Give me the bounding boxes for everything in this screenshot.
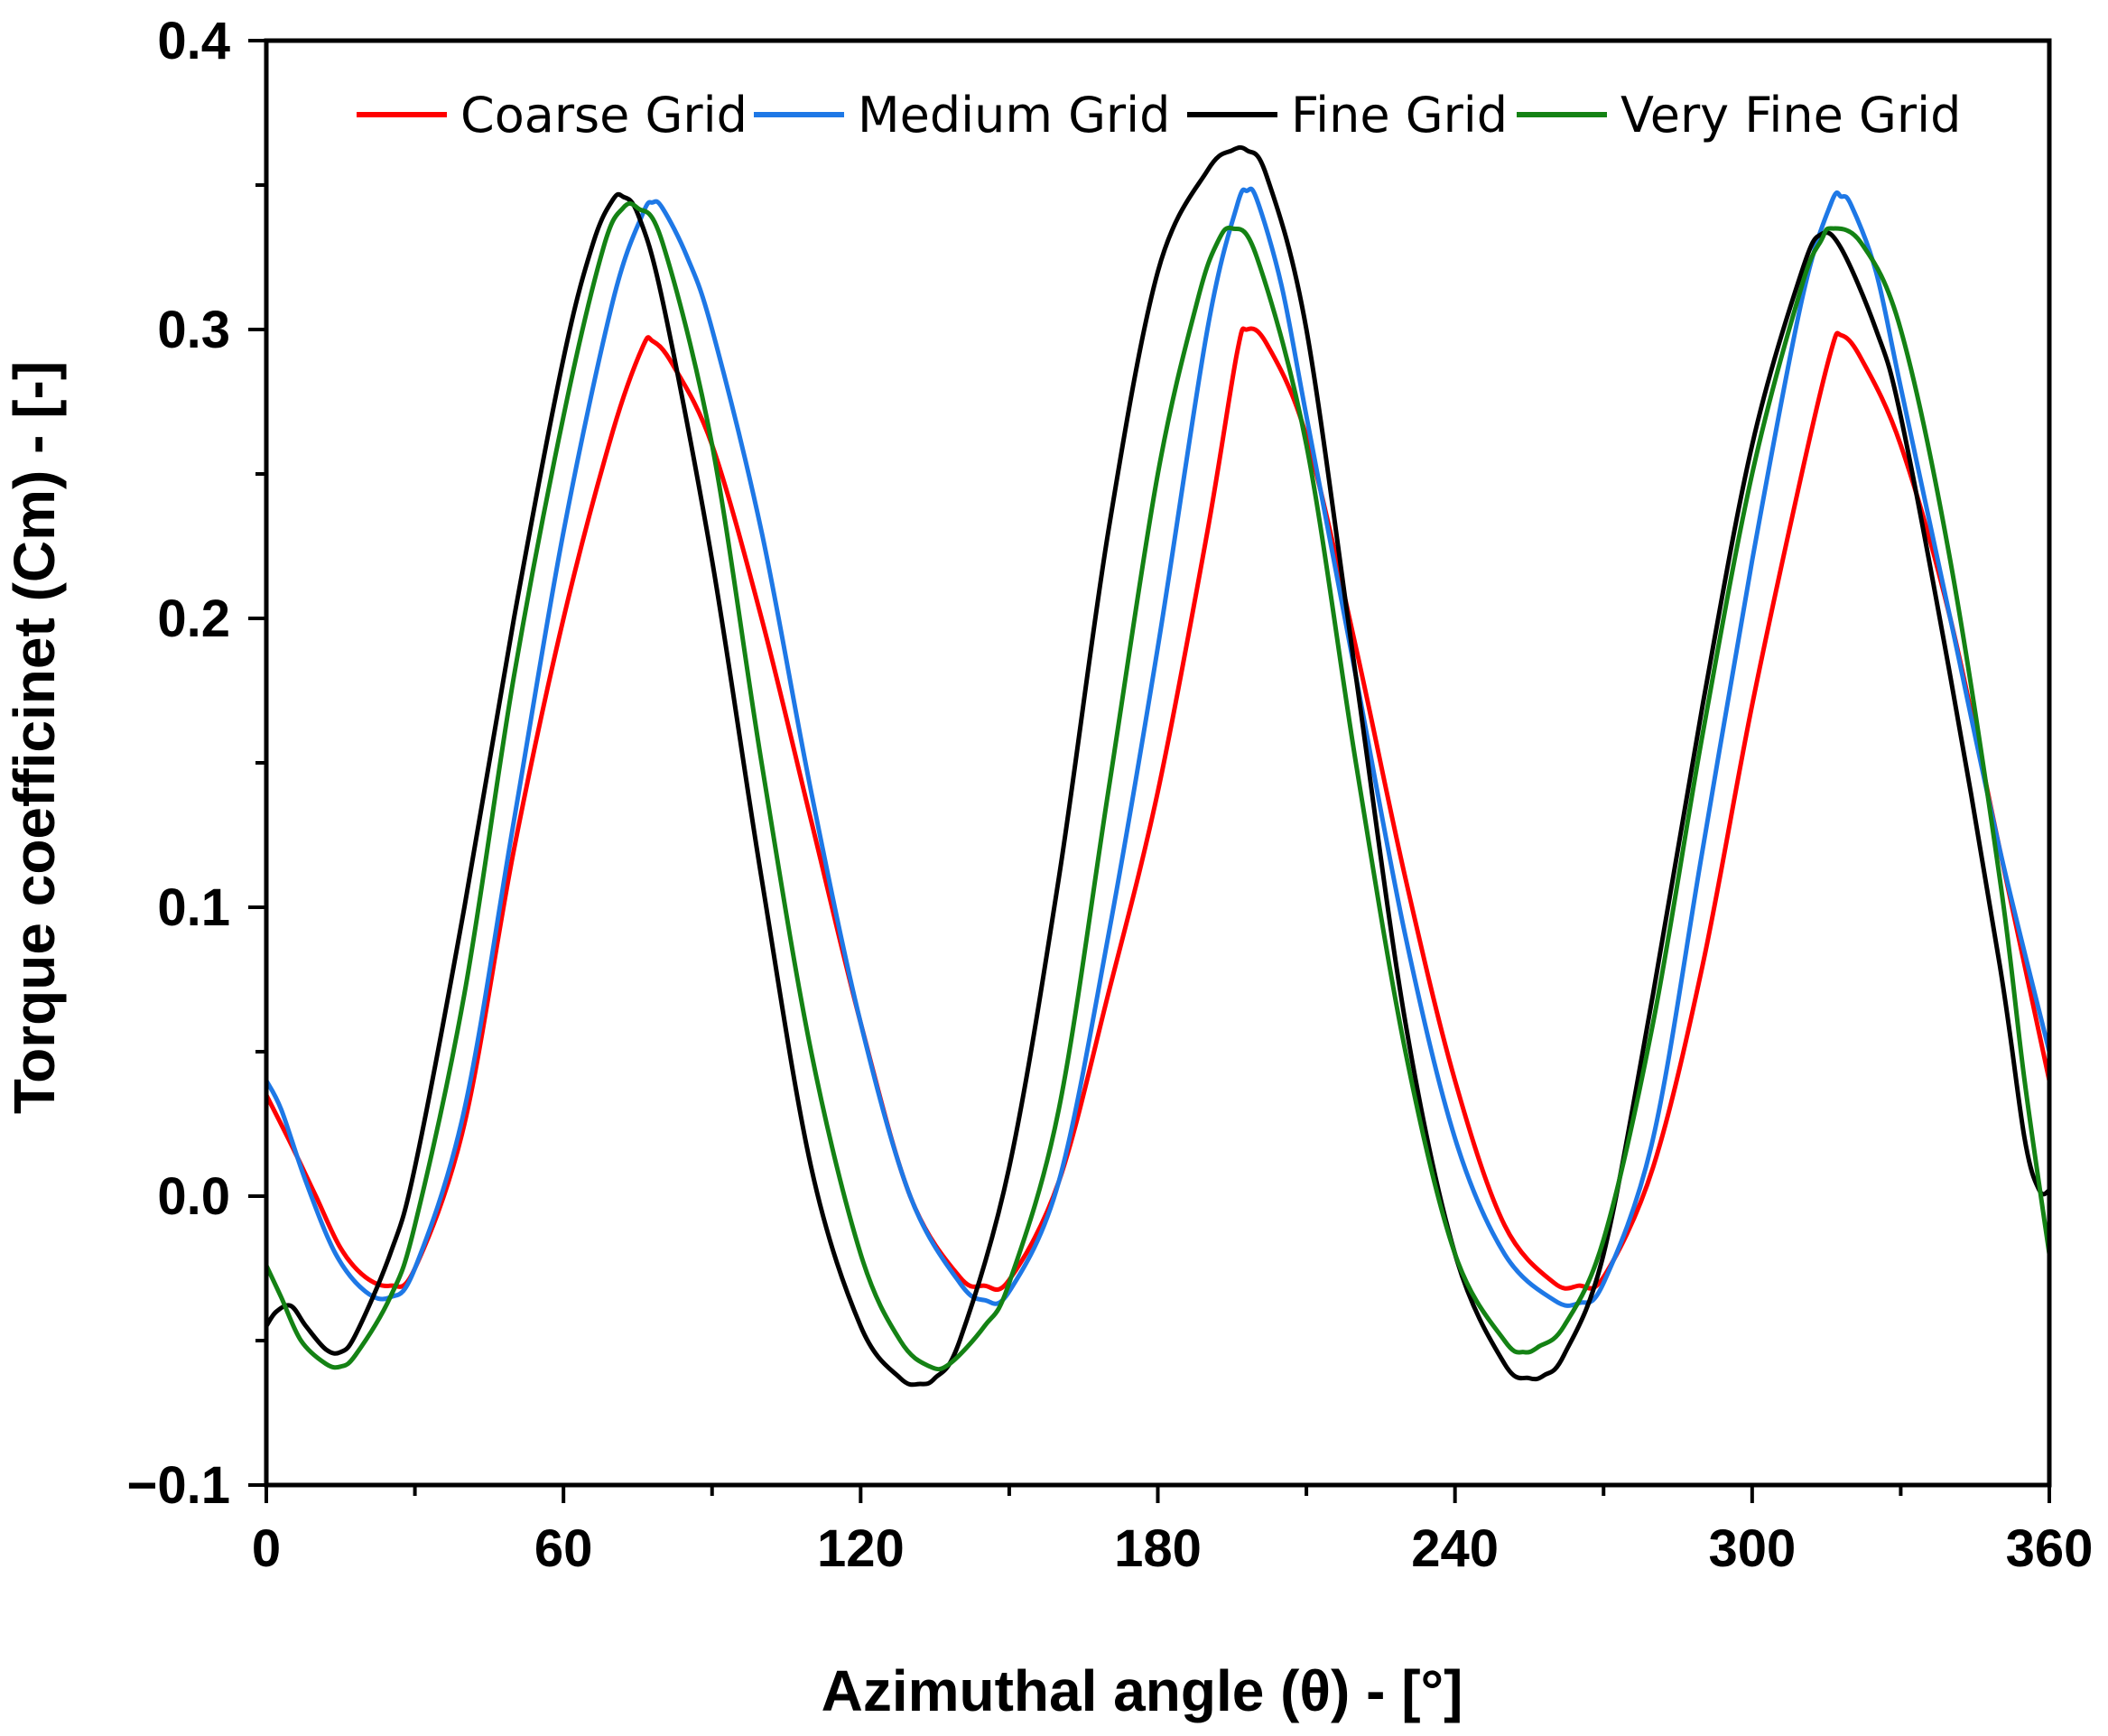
x-tick-label: 0 xyxy=(252,1519,281,1578)
y-tick-label: 0.1 xyxy=(157,878,230,937)
series-line-coarse-grid xyxy=(266,326,2049,1292)
legend-label-medium-grid: Medium Grid xyxy=(858,87,1170,144)
y-tick-label: −0.1 xyxy=(127,1456,231,1515)
x-tick-label: 360 xyxy=(2006,1519,2094,1578)
legend-label-very-fine-grid: Very Fine Grid xyxy=(1620,87,1961,144)
axes-layer: 0 60 120 180 240 300 360 −0.1 0.0 0.1 0.2 0.3 0.4 xyxy=(127,12,2094,1578)
y-tick-label: 0.2 xyxy=(157,589,230,648)
legend: Coarse Grid Medium Grid Fine Grid Very Fine… xyxy=(357,87,1961,144)
series-line-medium-grid xyxy=(266,186,2049,1308)
legend-label-fine-grid: Fine Grid xyxy=(1291,87,1508,144)
y-tick-label: 0.3 xyxy=(157,301,230,359)
y-tick-label: 0.0 xyxy=(157,1167,230,1226)
legend-label-coarse-grid: Coarse Grid xyxy=(460,87,748,144)
x-tick-label: 180 xyxy=(1114,1519,1202,1578)
x-tick-label: 300 xyxy=(1708,1519,1796,1578)
series-line-very-fine-grid xyxy=(266,200,2049,1372)
y-tick-label: 0.4 xyxy=(157,12,230,70)
x-axis-title: Azimuthal angle (θ) - [°] xyxy=(822,1658,1463,1723)
series-line-fine-grid xyxy=(266,144,2049,1388)
x-tick-label: 240 xyxy=(1411,1519,1499,1578)
series-layer xyxy=(266,144,2049,1388)
x-tick-label: 60 xyxy=(534,1519,593,1578)
y-axis-title: Torque coefficinet (Cm) - [-] xyxy=(2,361,67,1114)
x-tick-label: 120 xyxy=(817,1519,905,1578)
